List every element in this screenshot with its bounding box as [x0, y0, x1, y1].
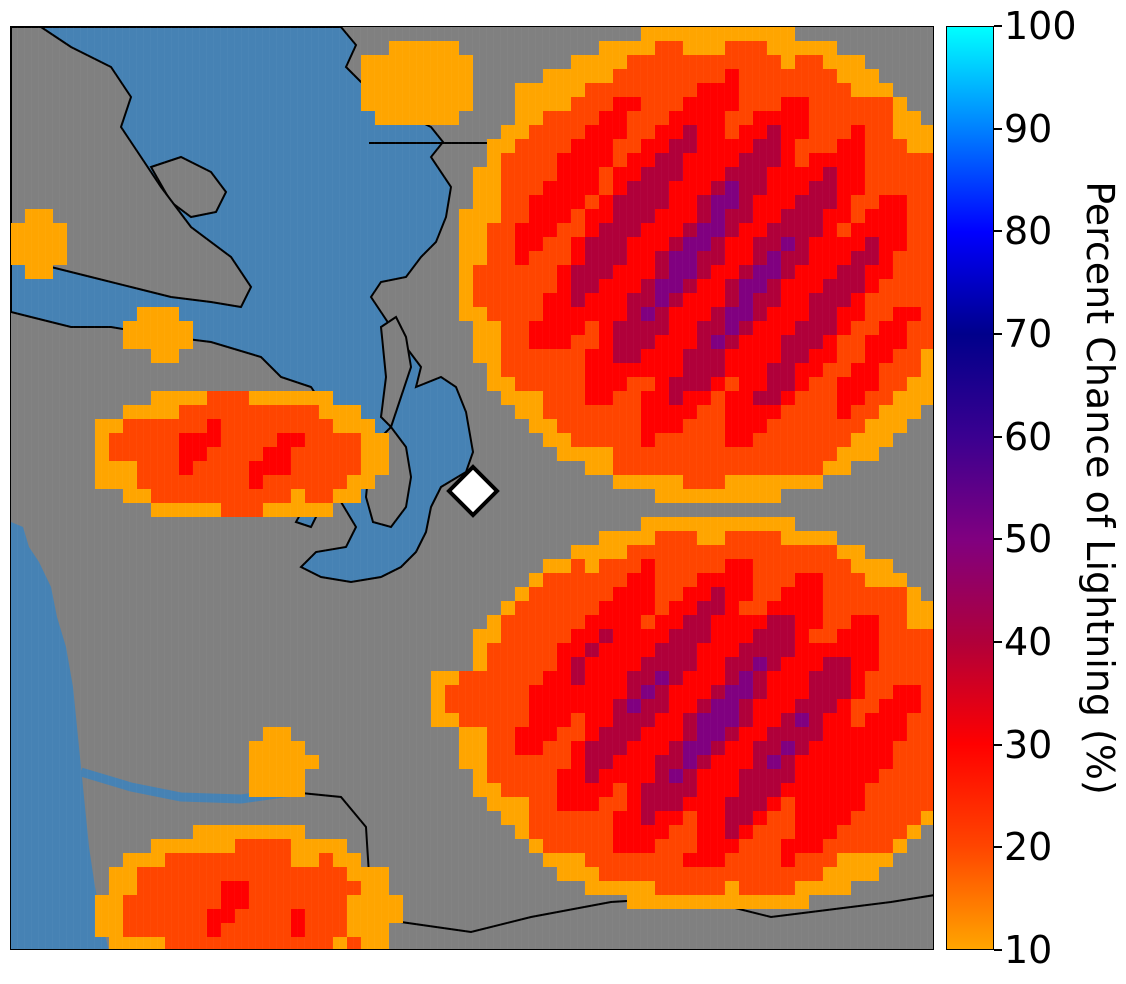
tick-mark: [994, 127, 1002, 130]
tick-mark: [994, 25, 1002, 27]
tick-mark: [994, 949, 1002, 951]
tick-label: 10: [1004, 928, 1053, 972]
colorbar-title: Percent Chance of Lightning (%): [1078, 181, 1122, 795]
map-panel: [10, 26, 934, 950]
tick-label: 90: [1004, 106, 1053, 151]
tick-mark: [994, 435, 1002, 438]
colorbar: [946, 26, 994, 950]
tick-mark: [994, 641, 1002, 643]
tick-mark: [994, 743, 1002, 746]
tick-label: 100: [1004, 4, 1077, 48]
tick-mark: [994, 846, 1002, 849]
tick-label: 40: [1004, 620, 1053, 664]
tick-label: 70: [1004, 312, 1053, 356]
tick-label: 60: [1004, 414, 1053, 459]
tick-label: 50: [1004, 517, 1053, 562]
lightning-map: [11, 27, 933, 949]
tick-mark: [994, 538, 1002, 541]
tick-mark: [994, 230, 1002, 233]
tick-label: 20: [1004, 825, 1053, 870]
location-marker: [446, 464, 500, 518]
tick-label: 80: [1004, 209, 1053, 254]
tick-label: 30: [1004, 722, 1053, 767]
tick-mark: [994, 333, 1002, 335]
